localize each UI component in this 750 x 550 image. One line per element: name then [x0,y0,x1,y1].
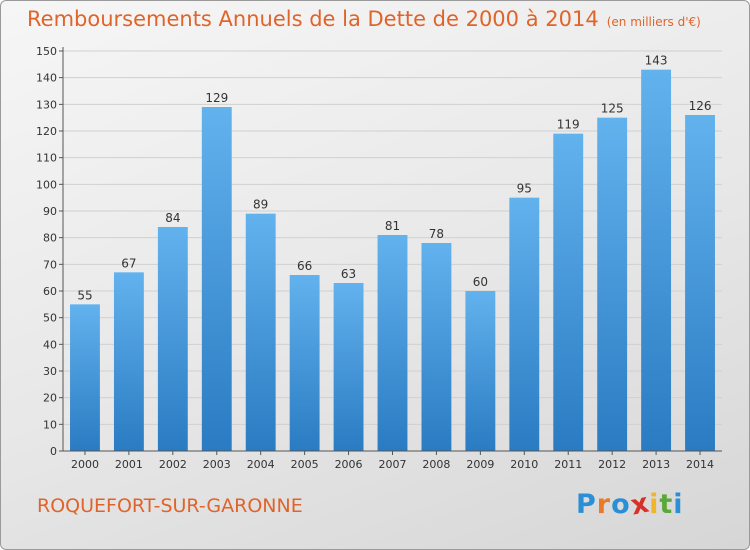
x-tick-label-2008: 2008 [422,458,450,471]
bar-2009 [465,291,496,451]
logo-letter: t [659,489,674,520]
bar-2007 [377,235,408,451]
data-label-2012: 125 [601,102,624,116]
bar-2011 [553,133,584,451]
proxiti-logo: Proxiti [576,487,684,521]
bar-2003 [201,107,232,451]
y-tick-label: 120 [36,125,57,138]
data-label-2009: 60 [473,275,488,289]
x-tick-label-2004: 2004 [247,458,275,471]
commune-name: ROQUEFORT-SUR-GARONNE [37,495,303,517]
data-label-2000: 55 [77,288,92,302]
logo-letter: o [611,489,631,520]
logo-letter: i [649,489,660,520]
x-tick-label-2000: 2000 [71,458,99,471]
data-label-2014: 126 [689,99,712,113]
bars [70,69,715,452]
y-tick-label: 70 [43,258,57,271]
x-tick-label-2007: 2007 [379,458,407,471]
bar-2012 [597,117,628,452]
y-tick-label: 80 [43,232,57,245]
axes: 0 10 20 30 40 50 60 70 80 90 100 110 120 130 140 150 200… [36,45,722,471]
chart-title: Remboursements Annuels de la Dette de 20… [27,7,701,31]
x-tick-label-2014: 2014 [686,458,714,471]
y-tick-label: 140 [36,72,57,85]
chart-title-text: Remboursements Annuels de la Dette de 20… [27,7,599,31]
y-tick-label: 50 [43,312,57,325]
y-tick-label: 0 [50,445,57,458]
data-label-2003: 129 [205,91,228,105]
chart-unit: (en milliers d'€) [606,15,701,29]
data-label-2004: 89 [253,198,268,212]
bar-2004 [245,213,276,451]
y-tick-label: 60 [43,285,57,298]
data-label-2002: 84 [165,211,180,225]
bar-2005 [289,275,320,451]
y-tick-label: 10 [43,418,57,431]
bar-2010 [509,197,540,451]
x-tick-label-2009: 2009 [466,458,494,471]
x-tick-label-2006: 2006 [335,458,363,471]
logo-letter: P [576,489,597,520]
x-tick-label-2011: 2011 [554,458,582,471]
y-tick-label: 130 [36,98,57,111]
data-label-2001: 67 [121,256,136,270]
bar-2013 [641,69,672,452]
x-tick-label-2005: 2005 [291,458,319,471]
x-tick-label-2012: 2012 [598,458,626,471]
y-tick-label: 30 [43,365,57,378]
data-label-2011: 119 [557,118,580,132]
x-tick-label-2010: 2010 [510,458,538,471]
bar-2001 [113,272,144,451]
data-label-2013: 143 [645,54,668,68]
data-label-2010: 95 [517,182,532,196]
bar-2008 [421,243,452,451]
bar-2014 [685,115,715,451]
data-label-2008: 78 [429,227,444,241]
x-tick-label-2003: 2003 [203,458,231,471]
y-tick-label: 90 [43,205,57,218]
logo-letter: r [596,489,612,520]
data-label-2005: 66 [297,259,312,273]
x-tick-label-2002: 2002 [159,458,187,471]
bar-2002 [157,227,188,451]
x-tick-label-2001: 2001 [115,458,143,471]
logo-letter: i [673,489,684,520]
x-tick-label-2013: 2013 [642,458,670,471]
y-tick-label: 150 [36,45,57,58]
y-tick-label: 100 [36,178,57,191]
y-tick-label: 110 [36,152,57,165]
data-label-2006: 63 [341,267,356,281]
data-label-2007: 81 [385,219,400,233]
bar-2006 [333,283,364,451]
y-tick-label: 20 [43,392,57,405]
bar-2000 [70,304,100,451]
data-labels: 55 67 84 129 89 66 63 81 78 60 95 119 125 143 126 [77,54,711,303]
y-tick-label: 40 [43,338,57,351]
